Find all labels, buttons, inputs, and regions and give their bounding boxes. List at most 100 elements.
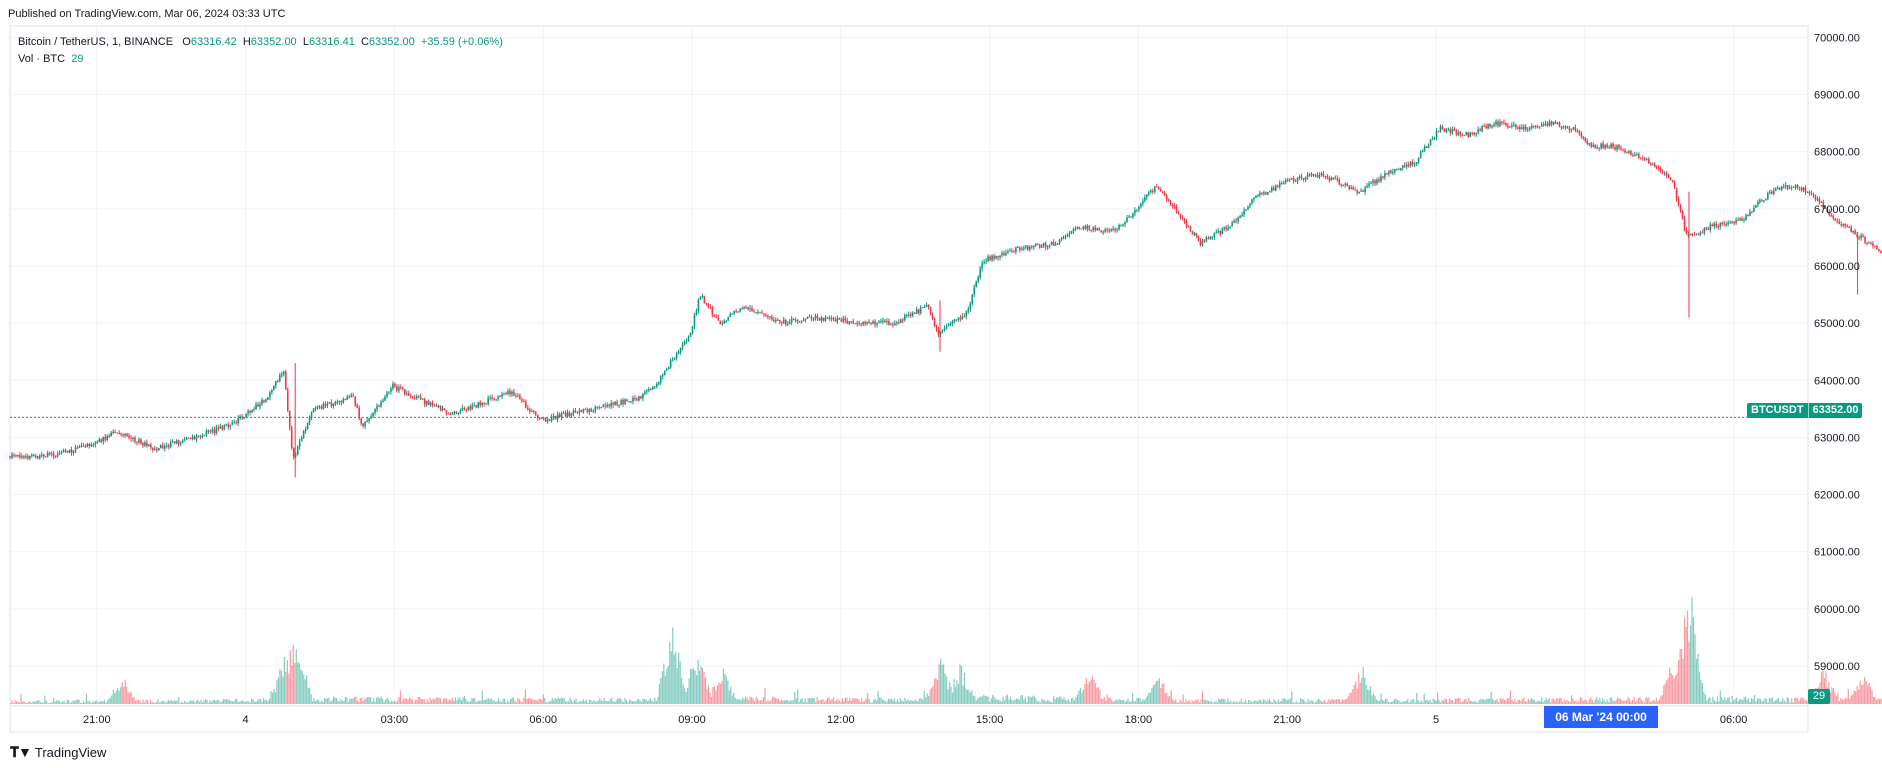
volume-bar (788, 701, 790, 704)
candle-body (1870, 242, 1872, 244)
volume-bar (390, 700, 393, 704)
volume-bar (460, 700, 463, 704)
candle-body (167, 445, 170, 448)
candle-body (396, 386, 398, 391)
volume-bar (132, 697, 134, 704)
volume-bar (508, 701, 510, 704)
volume-bar (956, 680, 958, 704)
candle-body (1259, 192, 1261, 196)
candle-body (398, 387, 400, 391)
volume-bar (148, 702, 150, 704)
volume-bar (621, 701, 623, 704)
volume-bar (1106, 694, 1108, 704)
volume-bar (32, 701, 34, 704)
volume-bar (1383, 700, 1385, 704)
volume-bar (975, 700, 977, 704)
volume-bar (1085, 678, 1088, 704)
volume-bar (90, 702, 92, 704)
symbol-legend[interactable]: Bitcoin / TetherUS, 1, BINANCE O63316.42… (18, 36, 503, 48)
volume-bar (676, 668, 678, 704)
volume-legend[interactable]: Vol · BTC 29 (18, 53, 83, 65)
candle-body (1302, 178, 1305, 180)
volume-bar (274, 692, 277, 704)
symbol-name[interactable]: Bitcoin / TetherUS, 1, BINANCE (18, 36, 174, 48)
volume-bar (362, 700, 364, 704)
candle-body (48, 452, 51, 454)
volume-label[interactable]: Vol · BTC (18, 53, 66, 65)
candle-body (923, 306, 926, 308)
candle-body (993, 255, 995, 259)
candle-body (868, 321, 870, 324)
candle-body (350, 395, 353, 398)
volume-bar (1358, 673, 1360, 704)
time-tick-label: 4 (243, 714, 249, 726)
volume-bar (940, 659, 942, 704)
candle-body (1763, 200, 1765, 202)
candle-body (1360, 190, 1362, 192)
volume-bar (624, 697, 626, 704)
time-axis[interactable]: 21:00 4 03:00 06:00 09:00 12:00 15:00 18:00 21:0… (83, 714, 1747, 726)
candle-body (858, 322, 860, 324)
volume-bar (1335, 699, 1338, 704)
candle-body (1251, 199, 1253, 204)
candle-body (1324, 176, 1327, 178)
volume-bar (1227, 698, 1229, 704)
candle-body (1332, 177, 1335, 179)
candle-body (235, 422, 237, 424)
candle-body (273, 385, 275, 390)
tradingview-logo[interactable]: 𝐓▼ TradingView (10, 744, 106, 761)
candle-body (269, 392, 271, 398)
candle-body (1790, 186, 1793, 188)
volume-bar (398, 697, 400, 704)
candle-body (511, 391, 513, 395)
volume-bar (1262, 699, 1265, 704)
volume-bar (353, 696, 355, 704)
candle-body (461, 408, 464, 411)
volume-bar (1686, 610, 1689, 704)
volume-bar (1195, 700, 1198, 704)
candle-body (1350, 187, 1352, 189)
candle-body (40, 454, 43, 456)
candle-body (1274, 185, 1277, 191)
candle-body (590, 408, 593, 412)
candle-body (366, 420, 368, 422)
candle-body (1546, 123, 1549, 126)
volume-bar (901, 700, 903, 704)
volume-bar (752, 698, 754, 704)
candle-body (997, 256, 999, 258)
candle-body (959, 317, 962, 320)
volume-bar (1701, 682, 1704, 704)
volume-bar (1082, 689, 1085, 704)
volume-bar (1024, 697, 1027, 704)
price-axis[interactable]: 70000.0069000.0068000.0067000.0066000.00… (1814, 32, 1860, 673)
volume-bar (1511, 699, 1513, 704)
candle-body (1134, 210, 1136, 214)
volume-bar (212, 700, 214, 704)
volume-bar (267, 700, 269, 704)
volume-bar (1288, 699, 1290, 704)
volume-bar (1041, 698, 1043, 704)
candle-body (814, 315, 817, 320)
volume-bar (1753, 694, 1756, 704)
candle-body (892, 324, 894, 326)
volume-bar (605, 700, 607, 704)
volume-bar (1414, 702, 1416, 704)
candle-body (94, 442, 97, 445)
candle-body (1661, 171, 1664, 174)
volume-bar (1245, 700, 1247, 704)
volume-bar (1420, 700, 1422, 704)
volume-bar (1679, 648, 1681, 704)
volume-bar (1267, 699, 1269, 704)
time-tick-label: 06:00 (1720, 714, 1748, 726)
volume-bar (1027, 695, 1029, 704)
volume-bar (1652, 699, 1654, 704)
volume-bar (1861, 684, 1863, 704)
candle-body (1519, 127, 1521, 130)
volume-bar (870, 702, 872, 704)
volume-bar (1056, 697, 1058, 704)
volume-bar (1532, 699, 1534, 704)
candle-body (1042, 243, 1045, 246)
volume-bar (1783, 700, 1785, 704)
candle-body (1796, 185, 1799, 188)
